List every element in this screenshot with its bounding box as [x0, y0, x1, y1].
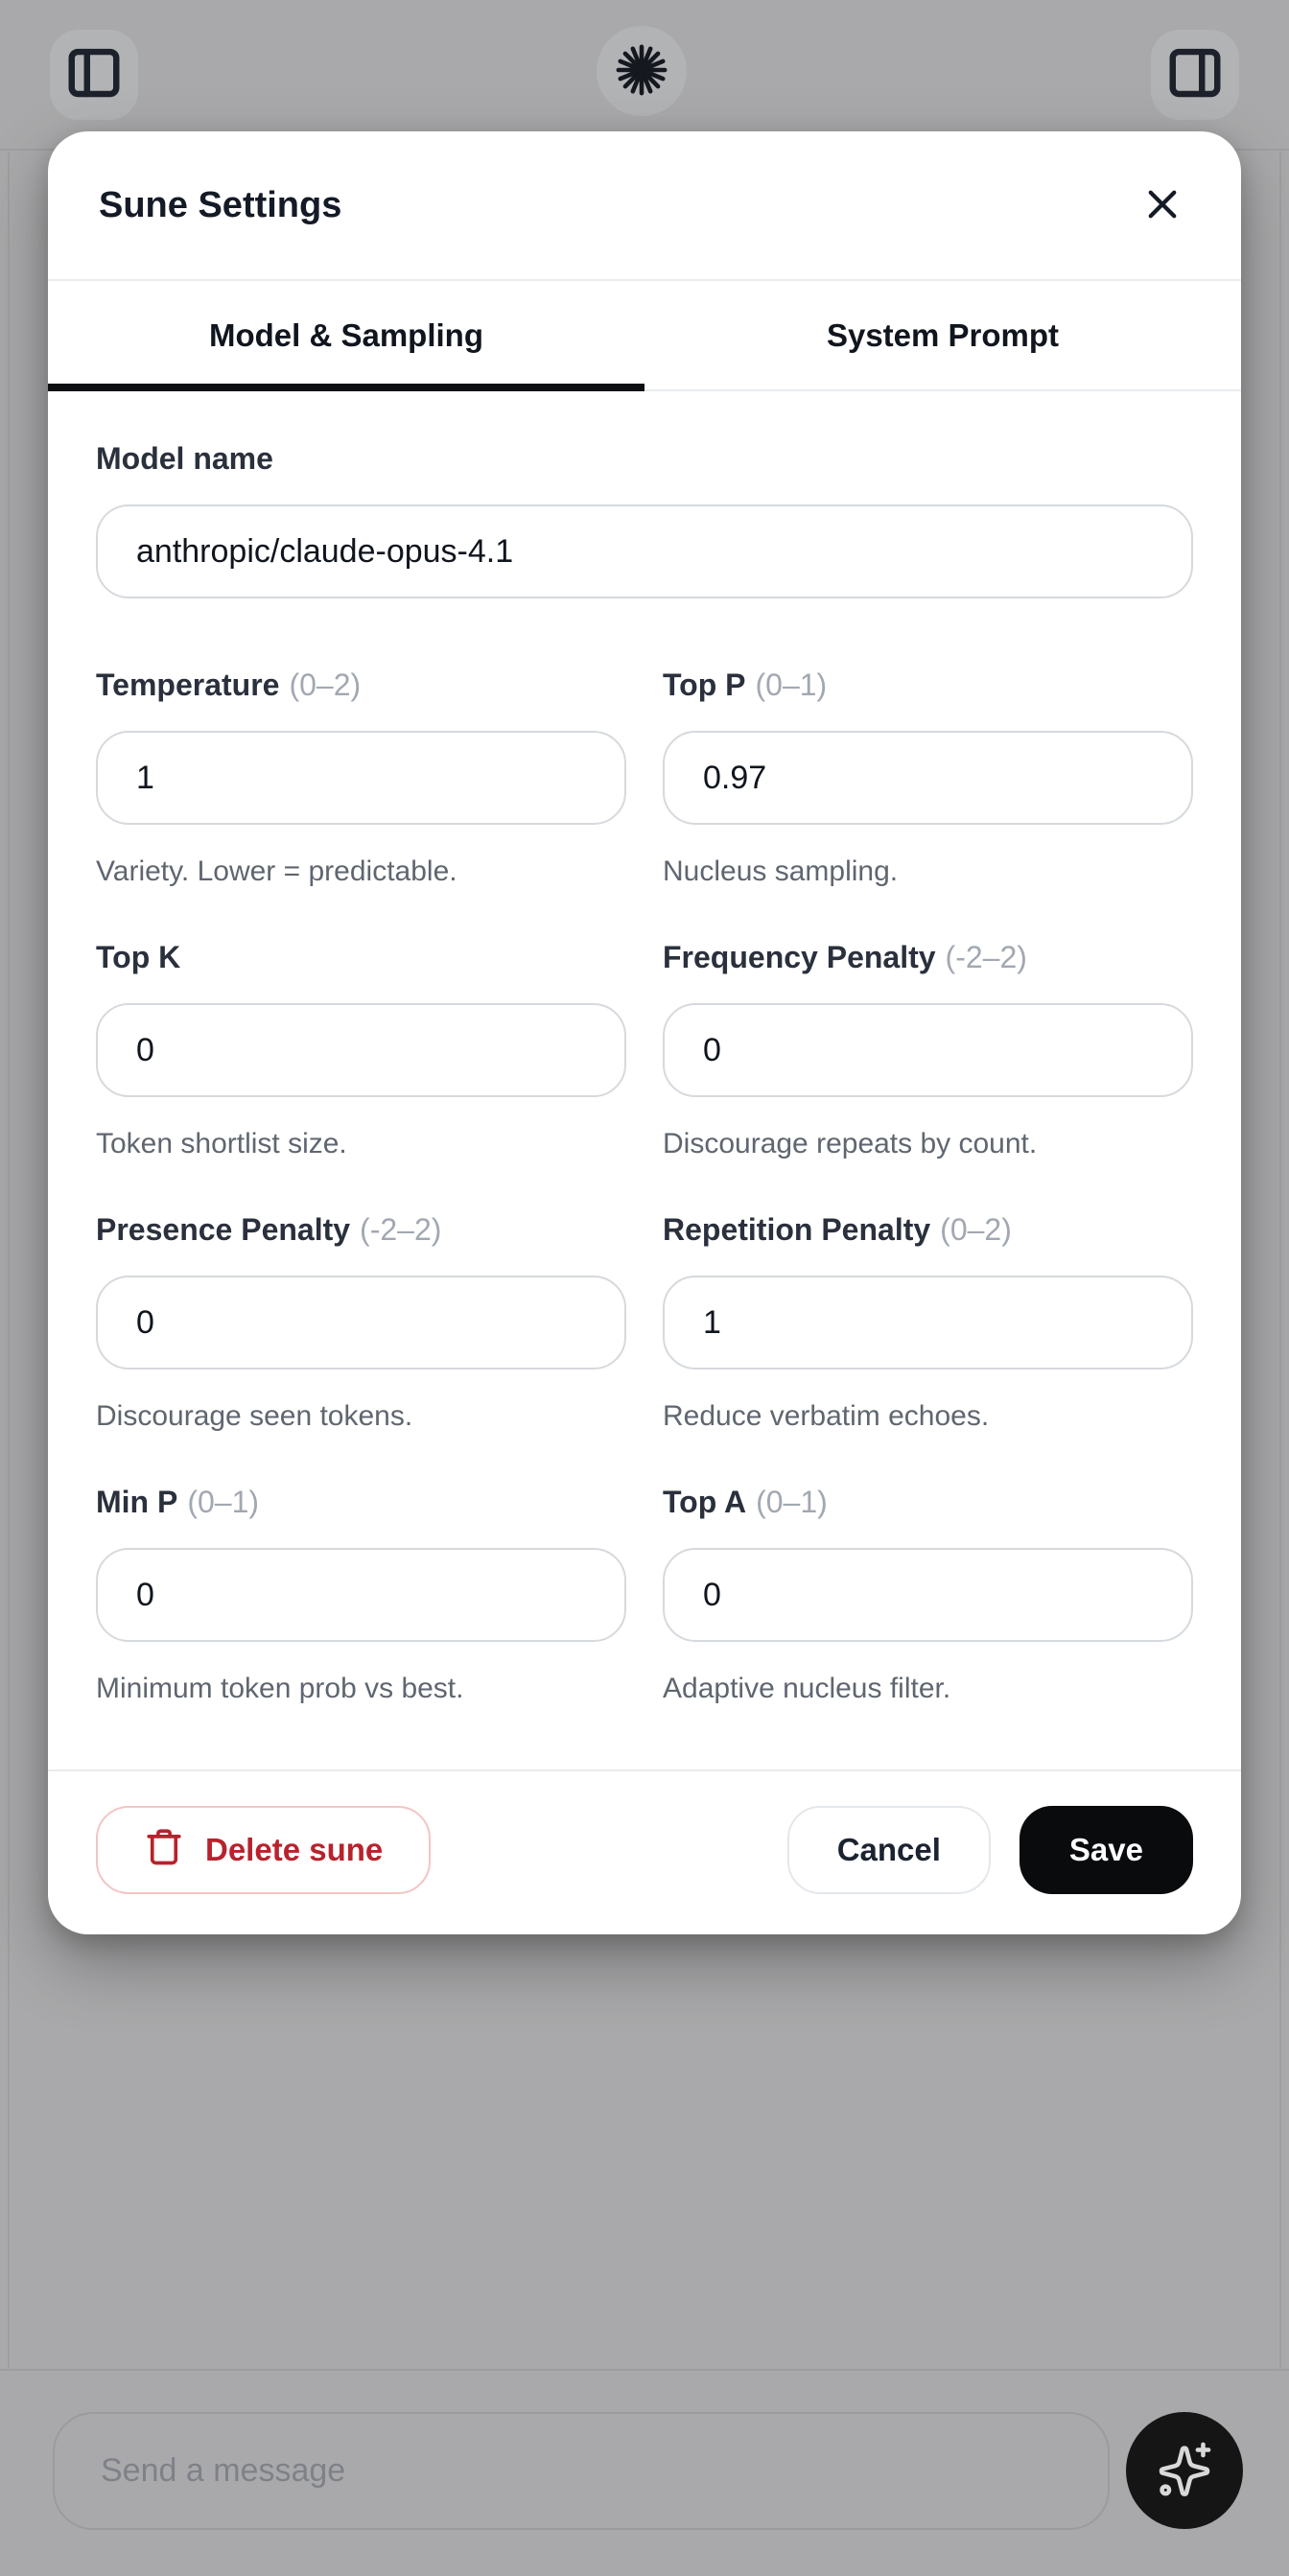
top-k-input[interactable]	[96, 1003, 626, 1097]
starburst-icon	[614, 42, 669, 101]
background-topbar	[0, 0, 1289, 151]
presence-penalty-label: Presence Penalty (-2–2)	[96, 1212, 442, 1247]
model-name-field: Model name	[96, 439, 1193, 598]
background-left-edge-divider	[8, 152, 10, 2369]
temperature-label: Temperature (0–2)	[96, 667, 362, 702]
settings-tabs: Model & Sampling System Prompt	[48, 281, 1241, 391]
trash-icon	[144, 1826, 184, 1874]
modal-header: Sune Settings	[48, 131, 1241, 281]
repetition-penalty-input[interactable]	[663, 1276, 1193, 1370]
delete-sune-label: Delete sune	[205, 1832, 384, 1867]
new-chat-starburst-button[interactable]	[597, 26, 687, 116]
temperature-input[interactable]	[96, 731, 626, 825]
tab-system-prompt-label: System Prompt	[826, 316, 1060, 353]
min-p-field: Min P(0–1) Minimum token prob vs best.	[96, 1483, 626, 1707]
frequency-penalty-label: Frequency Penalty (-2–2)	[663, 940, 1027, 974]
sampling-params-grid: Temperature(0–2) Variety. Lower = predic…	[96, 666, 1193, 1707]
cancel-button[interactable]: Cancel	[786, 1806, 991, 1894]
presence-penalty-field: Presence Penalty(-2–2) Discourage seen t…	[96, 1210, 626, 1435]
presence-penalty-input[interactable]	[96, 1276, 626, 1370]
cancel-label: Cancel	[836, 1832, 941, 1867]
composer-top-divider	[0, 2369, 1289, 2371]
top-a-hint: Adaptive nucleus filter.	[663, 1673, 951, 1704]
save-label: Save	[1068, 1832, 1143, 1867]
top-p-field: Top P(0–1) Nucleus sampling.	[663, 666, 1193, 890]
frequency-penalty-input[interactable]	[663, 1003, 1193, 1097]
model-sampling-panel: Model name Temperature(0–2) Variety. Low…	[48, 391, 1241, 1769]
top-a-field: Top A(0–1) Adaptive nucleus filter.	[663, 1483, 1193, 1707]
panel-right-icon	[1165, 43, 1225, 105]
min-p-input[interactable]	[96, 1548, 626, 1642]
tab-model-sampling[interactable]: Model & Sampling	[48, 281, 644, 389]
min-p-label: Min P (0–1)	[96, 1485, 260, 1519]
temperature-hint: Variety. Lower = predictable.	[96, 855, 457, 887]
panel-left-icon	[64, 43, 124, 105]
message-input[interactable]	[53, 2412, 1110, 2530]
top-a-input[interactable]	[663, 1548, 1193, 1642]
frequency-penalty-field: Frequency Penalty(-2–2) Discourage repea…	[663, 938, 1193, 1162]
frequency-penalty-hint: Discourage repeats by count.	[663, 1128, 1038, 1159]
presence-penalty-hint: Discourage seen tokens.	[96, 1400, 413, 1432]
model-name-input[interactable]	[96, 504, 1193, 598]
min-p-hint: Minimum token prob vs best.	[96, 1673, 464, 1704]
sparkle-plus-icon	[1154, 2439, 1215, 2503]
top-p-hint: Nucleus sampling.	[663, 855, 899, 887]
toggle-right-sidebar-button[interactable]	[1151, 29, 1239, 120]
background-right-edge-divider	[1279, 152, 1281, 2369]
close-icon	[1142, 184, 1183, 227]
send-sparkle-button[interactable]	[1126, 2412, 1243, 2529]
top-k-hint: Token shortlist size.	[96, 1128, 347, 1159]
sune-settings-modal: Sune Settings Model & Sampling System Pr…	[48, 131, 1241, 1934]
toggle-left-sidebar-button[interactable]	[50, 29, 138, 120]
delete-sune-button[interactable]: Delete sune	[96, 1806, 432, 1894]
active-tab-indicator	[48, 384, 644, 391]
tab-model-sampling-label: Model & Sampling	[208, 316, 483, 353]
model-name-label: Model name	[96, 441, 273, 476]
top-k-field: Top K Token shortlist size.	[96, 938, 626, 1162]
temperature-field: Temperature(0–2) Variety. Lower = predic…	[96, 666, 626, 890]
repetition-penalty-hint: Reduce verbatim echoes.	[663, 1400, 990, 1432]
close-button[interactable]	[1139, 182, 1185, 228]
top-k-label: Top K	[96, 940, 181, 974]
tab-system-prompt[interactable]: System Prompt	[644, 281, 1241, 389]
top-a-label: Top A (0–1)	[663, 1485, 828, 1519]
save-button[interactable]: Save	[1019, 1806, 1193, 1894]
top-p-label: Top P (0–1)	[663, 667, 828, 702]
modal-title: Sune Settings	[99, 184, 342, 225]
top-p-input[interactable]	[663, 731, 1193, 825]
repetition-penalty-label: Repetition Penalty (0–2)	[663, 1212, 1012, 1247]
modal-footer: Delete sune Cancel Save	[48, 1769, 1241, 1934]
repetition-penalty-field: Repetition Penalty(0–2) Reduce verbatim …	[663, 1210, 1193, 1435]
